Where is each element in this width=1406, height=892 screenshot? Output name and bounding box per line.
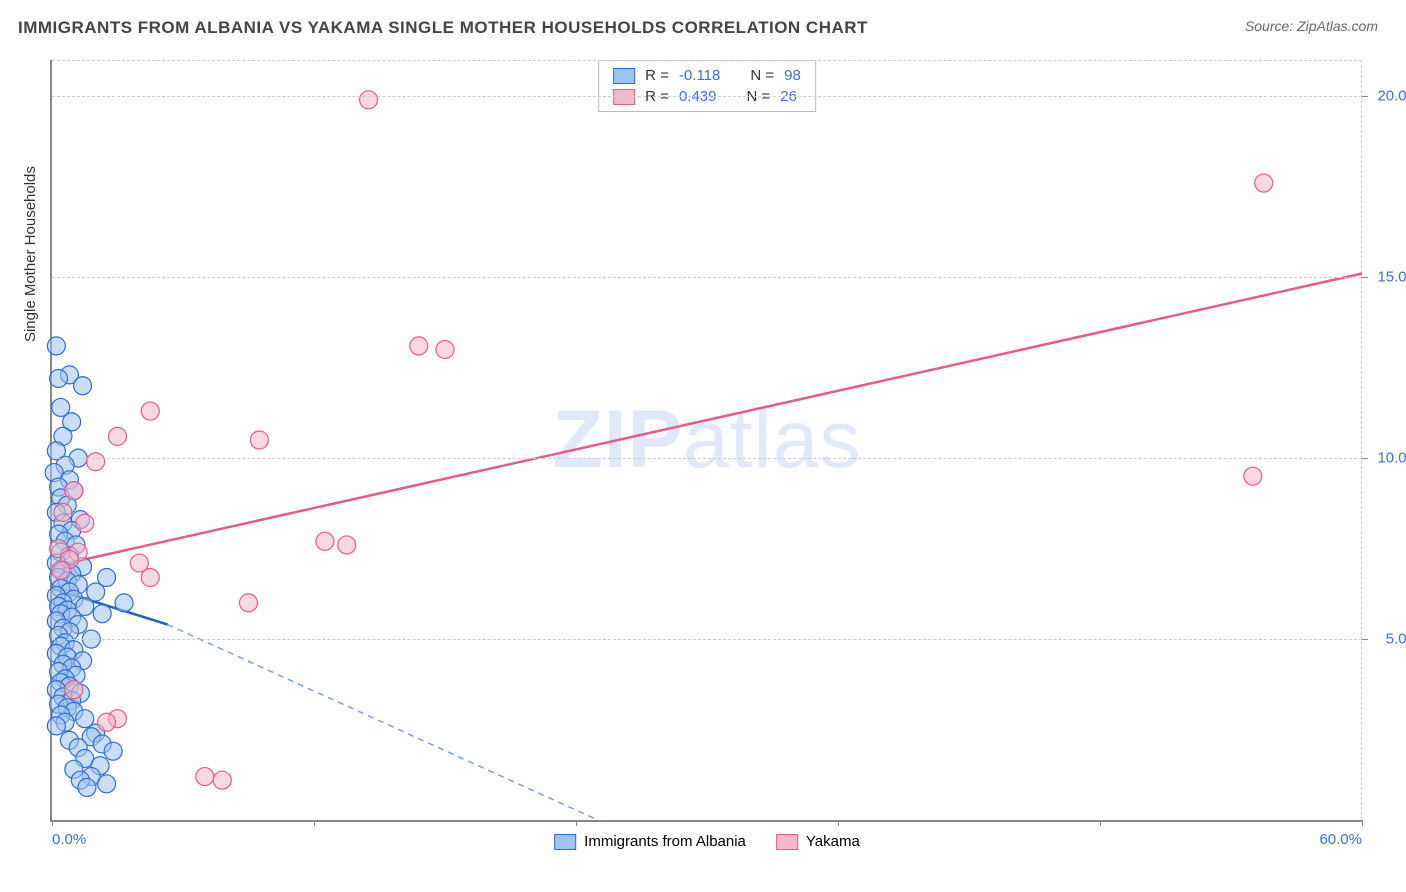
data-point	[65, 482, 83, 500]
data-point	[65, 681, 83, 699]
legend-series: Immigrants from Albania Yakama	[554, 833, 860, 850]
legend-swatch	[776, 834, 798, 850]
data-point	[50, 369, 68, 387]
legend-label: Yakama	[806, 833, 860, 850]
data-point	[52, 561, 70, 579]
x-tick-mark	[1362, 820, 1363, 826]
legend-item: Immigrants from Albania	[554, 833, 746, 850]
data-point	[109, 427, 127, 445]
y-tick-label: 15.0%	[1377, 269, 1406, 286]
y-tick-mark	[1362, 639, 1368, 640]
x-tick-mark	[838, 820, 839, 826]
legend-item: Yakama	[776, 833, 860, 850]
source-attribution: Source: ZipAtlas.com	[1245, 18, 1378, 34]
data-point	[196, 768, 214, 786]
data-point	[141, 402, 159, 420]
data-point	[250, 431, 268, 449]
y-tick-label: 20.0%	[1377, 88, 1406, 105]
data-point	[104, 742, 122, 760]
data-point	[98, 775, 116, 793]
data-point	[1244, 467, 1262, 485]
gridline	[52, 277, 1362, 278]
y-tick-label: 5.0%	[1386, 631, 1406, 648]
chart-title: IMMIGRANTS FROM ALBANIA VS YAKAMA SINGLE…	[18, 18, 868, 38]
data-point	[76, 514, 94, 532]
data-point	[87, 453, 105, 471]
data-point	[213, 771, 231, 789]
y-tick-label: 10.0%	[1377, 450, 1406, 467]
legend-swatch	[554, 834, 576, 850]
y-tick-mark	[1362, 458, 1368, 459]
x-tick-mark	[52, 820, 53, 826]
x-tick-label: 60.0%	[1319, 831, 1362, 848]
x-tick-label: 0.0%	[52, 831, 86, 848]
data-point	[47, 337, 65, 355]
data-point	[240, 594, 258, 612]
data-point	[338, 536, 356, 554]
gridline	[52, 60, 1362, 61]
data-point	[98, 713, 116, 731]
gridline	[52, 458, 1362, 459]
y-tick-mark	[1362, 277, 1368, 278]
trend-line-extrapolated	[168, 625, 598, 820]
plot-area: ZIPatlas R =-0.118N =98R =0.439N =26 Imm…	[50, 60, 1362, 822]
gridline	[52, 96, 1362, 97]
x-tick-mark	[576, 820, 577, 826]
chart-svg	[52, 60, 1362, 820]
gridline	[52, 639, 1362, 640]
data-point	[141, 569, 159, 587]
data-point	[47, 717, 65, 735]
data-point	[316, 532, 334, 550]
data-point	[74, 377, 92, 395]
data-point	[410, 337, 428, 355]
data-point	[360, 91, 378, 109]
x-tick-mark	[314, 820, 315, 826]
data-point	[93, 605, 111, 623]
y-tick-mark	[1362, 96, 1368, 97]
legend-label: Immigrants from Albania	[584, 833, 746, 850]
data-point	[78, 778, 96, 796]
data-point	[436, 341, 454, 359]
data-point	[54, 503, 72, 521]
data-point	[1255, 174, 1273, 192]
data-point	[115, 594, 133, 612]
trend-line	[52, 274, 1362, 567]
x-tick-mark	[1100, 820, 1101, 826]
y-axis-label: Single Mother Households	[22, 166, 39, 342]
